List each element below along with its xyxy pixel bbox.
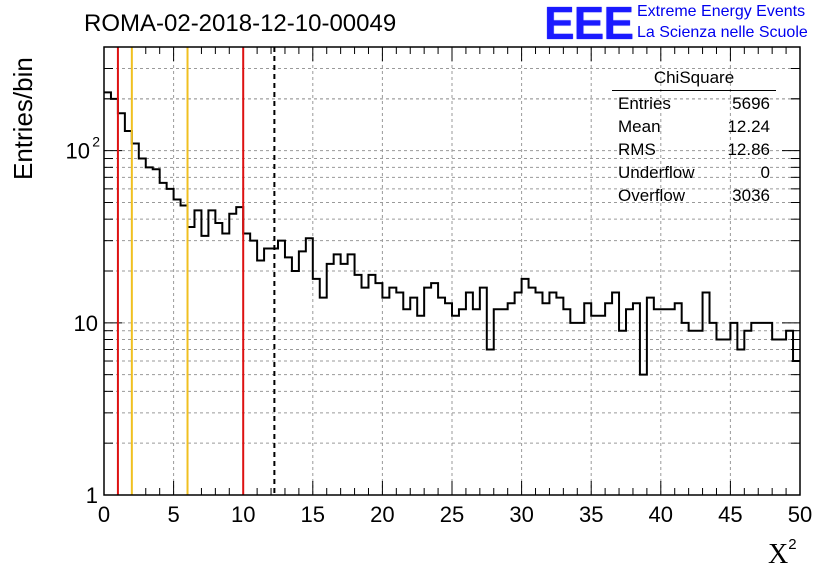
x-tick-label: 0 <box>98 502 110 527</box>
stats-key: Mean <box>618 117 661 136</box>
stats-value: 5696 <box>732 94 770 113</box>
x-tick-label: 45 <box>718 502 742 527</box>
stats-box-rule <box>612 90 776 91</box>
histogram-line <box>104 91 800 376</box>
x-tick-label: 10 <box>231 502 255 527</box>
x-axis-label: X2 <box>768 536 797 571</box>
x-tick-label: 30 <box>509 502 533 527</box>
x-tick-label: 20 <box>370 502 394 527</box>
plot-frame <box>103 46 801 496</box>
y-tick-label: 10 <box>74 311 98 336</box>
y-axis-label: Entries/bin <box>8 57 38 180</box>
x-axis-label-base: X <box>768 539 789 570</box>
x-tick-label: 25 <box>440 502 464 527</box>
x-axis-label-sup: 2 <box>788 536 797 553</box>
x-tick-label: 40 <box>649 502 673 527</box>
stats-key: Overflow <box>618 186 686 205</box>
chart-title: ROMA-02-2018-12-10-00049 <box>84 10 397 37</box>
x-tick-label: 35 <box>579 502 603 527</box>
eee-logo: EEE <box>544 0 634 49</box>
stats-value: 12.86 <box>727 140 770 159</box>
y-tick-label-exponent: 2 <box>92 134 100 150</box>
x-tick-label: 50 <box>788 502 812 527</box>
stats-key: RMS <box>618 140 656 159</box>
stats-key: Entries <box>618 94 671 113</box>
stats-value: 3036 <box>732 186 770 205</box>
stats-box-title: ChiSquare <box>653 68 735 87</box>
y-tick-label: 10 <box>66 139 90 164</box>
stats-key: Underflow <box>618 163 695 182</box>
logo-line-2: La Scienza nelle Scuole <box>637 24 808 41</box>
logo-line-1: Extreme Energy Events <box>637 3 806 20</box>
stats-value: 0 <box>760 163 770 182</box>
y-tick-label: 1 <box>86 483 98 508</box>
stats-value: 12.24 <box>727 117 770 136</box>
x-tick-label: 5 <box>167 502 179 527</box>
x-tick-label: 15 <box>301 502 325 527</box>
